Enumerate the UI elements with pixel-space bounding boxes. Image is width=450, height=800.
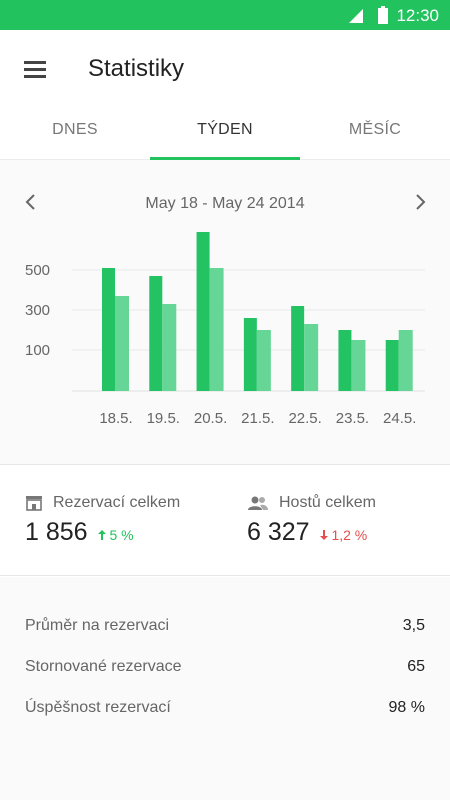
x-tick-label: 20.5. (194, 410, 227, 427)
reservations-label: Rezervací celkem (53, 494, 181, 511)
x-tick-label: 22.5. (288, 410, 321, 427)
bar-series-2 (162, 304, 177, 391)
detail-row: Průměr na rezervaci 3,5 (25, 617, 425, 635)
reservations-value: 1 856 (25, 518, 88, 546)
details-section: Průměr na rezervaci 3,5 Stornované rezer… (0, 577, 450, 800)
x-tick-label: 18.5. (99, 410, 132, 427)
y-tick-label: 300 (25, 302, 50, 319)
reservations-change-value: 5 % (109, 527, 134, 543)
bar-series-1 (102, 268, 115, 391)
tab-week[interactable]: TÝDEN (150, 108, 300, 160)
date-range: May 18 - May 24 2014 (145, 195, 305, 212)
detail-value: 3,5 (402, 617, 425, 634)
arrow-down-icon (319, 530, 328, 540)
detail-row: Stornované rezervace 65 (25, 658, 425, 676)
guests-change: 1,2 % (319, 527, 368, 543)
people-icon (248, 496, 268, 510)
status-bar: 12:30 (0, 0, 450, 30)
bar-series-2 (398, 330, 413, 391)
x-tick-label: 21.5. (241, 410, 274, 427)
summary-section: Rezervací celkem 1 856 5 % Hostů celkem … (0, 466, 450, 576)
guests-stat: Hostů celkem 6 327 1,2 % (247, 494, 376, 547)
detail-label: Stornované rezervace (25, 658, 182, 675)
bar-series-2 (115, 296, 129, 391)
tab-month[interactable]: MĚSÍC (300, 108, 450, 160)
status-time: 12:30 (396, 6, 439, 25)
battery-icon (378, 6, 388, 24)
next-week-button[interactable] (408, 190, 432, 214)
bar-series-2 (256, 330, 271, 391)
chart-section: May 18 - May 24 2014 500 300 100 18.5. 19.5.… (0, 160, 450, 465)
tab-label: TÝDEN (197, 121, 253, 138)
guests-change-value: 1,2 % (331, 527, 368, 543)
y-tick-label: 100 (25, 342, 50, 359)
active-tab-indicator (150, 157, 300, 160)
detail-label: Úspěšnost rezervací (25, 699, 171, 716)
bar-series-1 (385, 340, 399, 391)
signal-icon (349, 9, 363, 23)
bar-series-1 (196, 232, 210, 391)
tab-today[interactable]: DNES (0, 108, 150, 160)
page-title: Statistiky (88, 55, 185, 82)
x-tick-label: 23.5. (336, 410, 369, 427)
arrow-up-icon (97, 530, 106, 540)
x-tick-label: 24.5. (383, 410, 416, 427)
detail-value: 98 % (388, 699, 425, 716)
bar-series-1 (149, 276, 163, 391)
bar-series-2 (209, 268, 224, 391)
x-tick-label: 19.5. (147, 410, 180, 427)
detail-value: 65 (407, 658, 425, 675)
guests-value: 6 327 (247, 518, 310, 546)
bar-series-1 (291, 306, 305, 391)
chevron-right-icon (416, 194, 426, 210)
detail-row: Úspěšnost rezervací 98 % (25, 699, 425, 717)
app-bar: Statistiky (0, 30, 450, 108)
chevron-left-icon (25, 194, 35, 210)
building-icon (26, 496, 42, 511)
bar-series-1 (338, 330, 352, 391)
guests-label: Hostů celkem (279, 494, 376, 511)
detail-label: Průměr na rezervaci (25, 617, 170, 634)
bar-series-2 (304, 324, 319, 391)
y-tick-label: 500 (25, 262, 50, 279)
reservations-stat: Rezervací celkem 1 856 5 % (25, 494, 180, 547)
tab-bar: DNES TÝDEN MĚSÍC (0, 108, 450, 160)
menu-icon[interactable] (21, 57, 51, 81)
bar-series-1 (243, 318, 257, 391)
previous-week-button[interactable] (19, 190, 43, 214)
tab-label: DNES (52, 121, 98, 138)
tab-label: MĚSÍC (348, 121, 402, 138)
reservations-change: 5 % (97, 527, 134, 543)
bar-chart: 500 300 100 18.5. 19.5. 20.5. 21.5. 22.5. 23.5. 2… (25, 232, 425, 427)
bar-series-2 (351, 340, 366, 391)
